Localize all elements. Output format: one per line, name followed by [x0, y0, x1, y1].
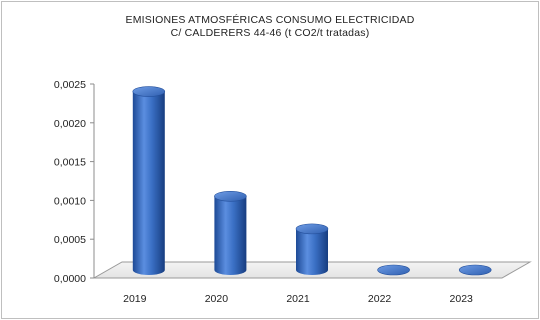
- bar-cap: [377, 264, 410, 276]
- bar-2022: [377, 264, 410, 276]
- y-tick-label: 0,0000: [54, 273, 86, 285]
- bar-cap: [132, 86, 166, 97]
- bar-body: [132, 91, 165, 276]
- bar-cap: [214, 190, 247, 202]
- y-tick-label: 0,0010: [54, 195, 86, 207]
- bar-cap: [295, 223, 329, 235]
- y-tick-label: 0,0015: [54, 157, 86, 169]
- bar-cap: [458, 264, 492, 276]
- y-tick-label: 0,0020: [54, 118, 86, 130]
- bar-body: [214, 196, 247, 275]
- bar-2023: [458, 264, 492, 276]
- y-tick-label: 0,0025: [54, 79, 86, 91]
- bar-2019: [132, 86, 166, 276]
- bar-2021: [295, 223, 329, 275]
- chart-title-line1: EMISIONES ATMOSFÉRICAS CONSUMO ELECTRICI…: [125, 14, 415, 26]
- x-tick-label: 2022: [368, 293, 392, 305]
- chart-title-line2: C/ CALDERERS 44-46 (t CO2/t tratadas): [170, 27, 370, 39]
- x-tick-label: 2019: [123, 293, 147, 305]
- bar-2020: [214, 190, 247, 275]
- y-tick-label: 0,0005: [54, 234, 86, 246]
- x-tick-label: 2021: [286, 293, 310, 305]
- x-tick-label: 2023: [450, 293, 474, 305]
- x-tick-label: 2020: [205, 293, 229, 305]
- bar-body: [296, 228, 328, 275]
